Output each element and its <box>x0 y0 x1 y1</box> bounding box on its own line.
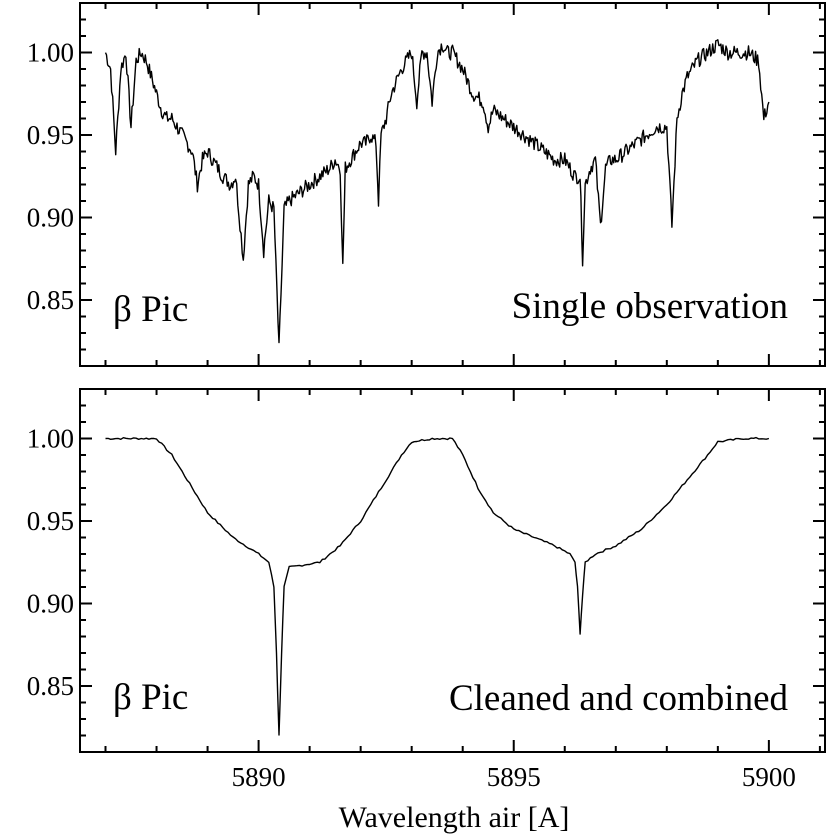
bottom-panel-label: Cleaned and combined <box>449 678 789 719</box>
top-panel: 0.85 0.90 0.95 1.00 β Pic Single observatio… <box>27 2 826 367</box>
single-observation-spectrum-line <box>104 39 770 344</box>
bottom-star-label: β Pic <box>113 677 188 718</box>
bottom-x-tick-label: 5890 <box>232 762 286 792</box>
x-axis-title: Wavelength air [A] <box>339 801 570 834</box>
top-y-tick-label: 0.85 <box>27 285 74 315</box>
bottom-y-tick-label: 1.00 <box>27 424 74 454</box>
top-panel-label: Single observation <box>512 286 788 327</box>
top-y-tick-label: 0.90 <box>27 203 74 233</box>
bottom-x-axis: 5890 5895 5900 <box>104 389 821 792</box>
top-x-axis <box>104 3 821 366</box>
bottom-y-tick-label: 0.85 <box>27 671 74 701</box>
bottom-panel: 0.85 0.90 0.95 1.00 5890 5895 5900 β Pic Clea… <box>27 388 826 792</box>
bottom-y-axis: 0.85 0.90 0.95 1.00 <box>27 388 825 737</box>
top-star-label: β Pic <box>113 289 188 330</box>
bottom-x-tick-label: 5895 <box>487 762 541 792</box>
bottom-y-tick-label: 0.90 <box>27 589 74 619</box>
top-y-axis: 0.85 0.90 0.95 1.00 <box>27 2 825 351</box>
bottom-y-tick-label: 0.95 <box>27 506 74 536</box>
bottom-x-tick-label: 5900 <box>742 762 796 792</box>
top-y-tick-label: 0.95 <box>27 120 74 150</box>
top-y-tick-label: 1.00 <box>27 38 74 68</box>
cleaned-combined-spectrum-line <box>105 436 770 736</box>
